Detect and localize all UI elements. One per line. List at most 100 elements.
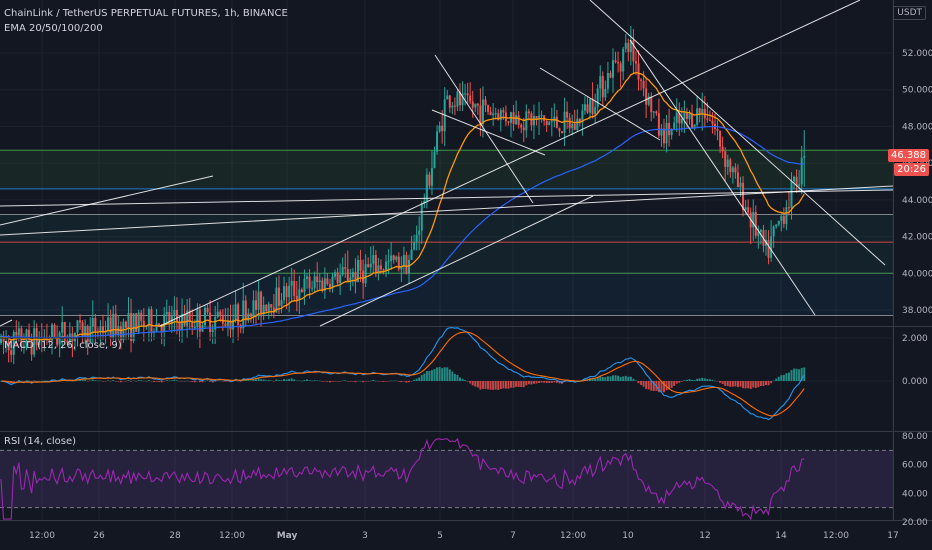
macd-bar — [45, 380, 48, 382]
time-tick-9: 10 — [622, 531, 634, 541]
macd-bar — [122, 381, 125, 382]
candle-body — [775, 224, 778, 227]
macd-bar — [109, 381, 112, 382]
candle-body — [793, 176, 796, 182]
candle-body — [571, 123, 574, 129]
macd-bar — [372, 379, 375, 381]
candle-body — [441, 125, 444, 132]
macd-bar — [522, 381, 525, 388]
candle-body — [545, 120, 548, 126]
macd-bar — [476, 381, 479, 388]
macd-bar — [418, 377, 421, 381]
candle-body — [645, 88, 648, 105]
rsi-legend: RSI (14, close) — [4, 436, 77, 447]
candle-body — [502, 110, 505, 113]
candle-body — [2, 336, 5, 342]
candle-body — [219, 311, 222, 317]
macd-bar — [30, 381, 33, 382]
macd-bar — [408, 381, 410, 383]
symbol-title: ChainLink / TetherUS PERPETUAL FUTURES, … — [4, 8, 288, 19]
candle-body — [568, 117, 571, 129]
macd-bar — [117, 381, 120, 382]
macd-bar — [466, 381, 469, 382]
candle-body — [397, 256, 400, 270]
macd-bar — [474, 381, 477, 387]
candle-body — [124, 321, 127, 328]
last-price-badge: 46.388 — [888, 149, 929, 162]
candle-body — [229, 320, 232, 330]
candle-body — [193, 327, 196, 329]
candle-body — [428, 174, 431, 186]
candle-body — [252, 300, 255, 317]
candle-body — [155, 323, 158, 332]
macd-bar — [647, 381, 650, 390]
candle-body — [28, 329, 31, 341]
macd-bar — [538, 381, 541, 383]
macd-bar — [632, 378, 635, 381]
candle-body — [777, 220, 780, 225]
macd-bar — [178, 381, 181, 382]
candle-body — [673, 122, 676, 129]
macd-bar — [402, 381, 405, 382]
candle-body — [237, 304, 240, 325]
candle-body — [757, 232, 760, 236]
candle-body — [520, 124, 523, 128]
rsi-tick-3: 20.00 — [902, 518, 928, 528]
currency-button[interactable]: USDT — [893, 6, 926, 20]
time-tick-1: 26 — [93, 531, 105, 541]
macd-bar — [226, 381, 229, 382]
macd-bar — [436, 367, 439, 381]
macd-legend: MACD (12, 26, close, 9) — [4, 340, 122, 351]
macd-bar — [12, 381, 15, 382]
candle-body — [721, 146, 724, 152]
candle-body — [272, 307, 275, 313]
macd-bar — [295, 380, 298, 382]
candle-body — [94, 318, 97, 332]
macd-bar — [224, 381, 227, 382]
candle-body — [614, 60, 617, 63]
macd-bar — [377, 381, 380, 382]
macd-bar — [318, 380, 321, 382]
macd-bar — [334, 381, 337, 382]
macd-bar — [499, 381, 502, 390]
candle-body — [339, 274, 342, 284]
macd-bar — [17, 380, 20, 381]
candle-body — [265, 304, 268, 312]
macd-bar — [387, 381, 390, 382]
candle-body — [114, 313, 117, 335]
macd-bar — [757, 381, 760, 388]
macd-bar — [311, 380, 314, 382]
candle-body — [532, 116, 535, 126]
macd-bar — [198, 381, 201, 383]
macd-bar — [89, 380, 92, 382]
macd-bar — [216, 380, 219, 382]
candle-body — [708, 119, 711, 121]
candle-body — [183, 313, 186, 326]
macd-bar — [344, 380, 347, 381]
macd-bar — [43, 380, 46, 382]
macd-bar — [145, 381, 148, 382]
candle-body — [487, 105, 490, 112]
candle-body — [209, 312, 212, 332]
candle-body — [224, 323, 227, 326]
macd-bar — [20, 380, 23, 382]
macd-bar — [35, 381, 38, 382]
price-tick-5: 48.000 — [902, 122, 932, 132]
candle-body — [249, 313, 252, 317]
macd-bar — [680, 381, 683, 382]
macd-bar — [726, 381, 729, 387]
candle-body — [504, 112, 507, 122]
candle-body — [459, 91, 461, 106]
macd-bar — [79, 379, 82, 381]
candle-body — [232, 319, 235, 330]
macd-bar — [660, 381, 663, 392]
candle-body — [747, 207, 750, 213]
macd-bar — [33, 380, 36, 382]
macd-bar — [336, 381, 339, 382]
macd-bar — [351, 381, 354, 382]
macd-bar — [183, 381, 186, 382]
macd-bar — [701, 377, 704, 381]
candle-body — [336, 272, 339, 284]
candle-body — [629, 40, 632, 52]
